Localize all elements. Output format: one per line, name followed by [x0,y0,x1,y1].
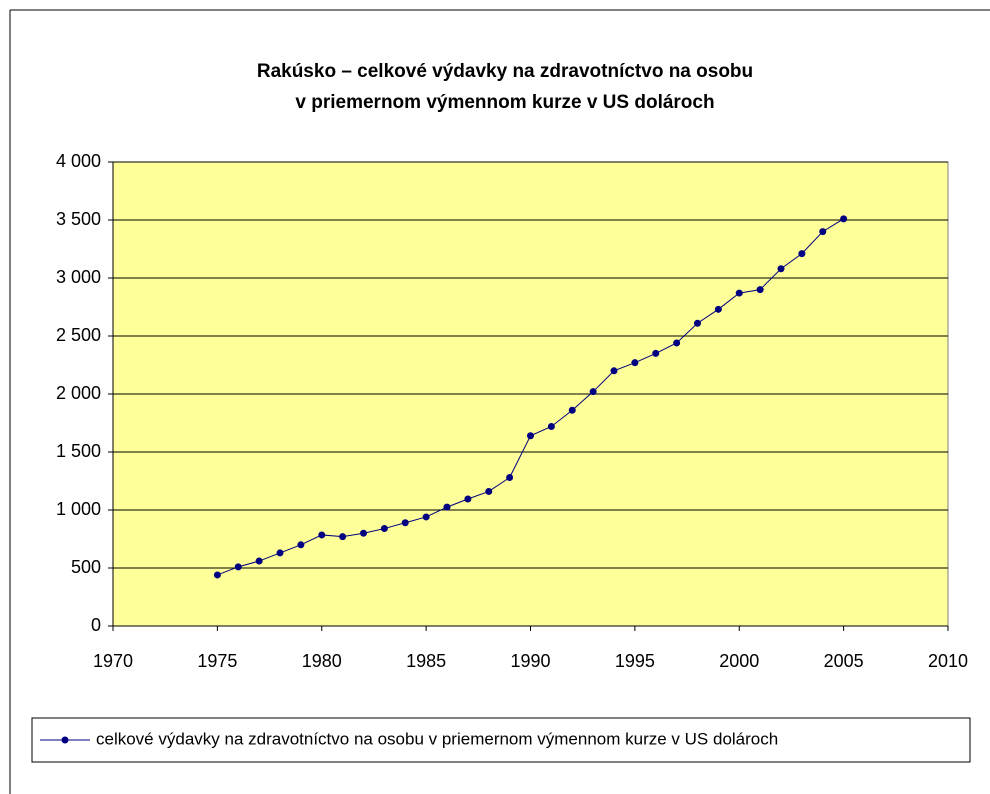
legend-label: celkové výdavky na zdravotníctvo na osob… [96,729,778,748]
y-tick-label: 2 000 [56,383,101,403]
y-tick-label: 4 000 [56,151,101,171]
series-marker [443,503,451,511]
series-marker [547,422,555,430]
series-marker [527,432,534,440]
series-marker [360,529,367,537]
y-tick-label: 1 500 [56,441,101,461]
legend-box [31,717,971,763]
x-tick-label: 1985 [406,651,446,671]
series-marker [422,513,430,521]
y-tick-label: 3 500 [56,209,101,229]
x-tick-label: 2010 [928,651,968,671]
chart-title: v priemernom výmennom kurze v US dolároc… [295,92,714,113]
y-tick-label: 2 500 [56,325,101,345]
series-marker [840,215,848,223]
series-marker [631,359,639,367]
legend-marker [61,736,69,744]
series-marker [318,531,326,539]
series-marker [714,305,722,313]
x-tick-label: 2005 [824,651,864,671]
series-marker [798,250,806,258]
y-tick-label: 0 [91,615,101,635]
series-marker [276,549,284,557]
x-tick-label: 1990 [510,651,550,671]
series-marker [506,474,514,482]
series-marker [589,388,597,396]
y-tick-label: 500 [71,557,101,577]
y-tick-label: 1 000 [56,499,101,519]
series-marker [673,339,681,347]
series-marker [255,557,263,565]
series-marker [380,525,388,533]
x-tick-label: 1980 [302,651,342,671]
x-tick-label: 2000 [719,651,759,671]
x-tick-label: 1995 [615,651,655,671]
series-marker [568,406,576,414]
series-marker [735,289,743,297]
series-marker [401,519,409,527]
x-tick-label: 1970 [93,651,133,671]
series-marker [485,487,493,495]
series-marker [694,319,701,327]
y-tick-label: 3 000 [56,267,101,287]
series-marker [652,349,660,357]
x-tick-label: 1975 [197,651,237,671]
series-marker [819,228,827,236]
series-marker [297,541,305,549]
series-marker [339,533,347,541]
series-marker [777,265,785,273]
series-marker [213,571,221,579]
series-marker [756,286,764,294]
series-marker [234,563,242,571]
series-marker [464,495,472,503]
series-marker [610,367,618,375]
chart-title: Rakúsko – celkové výdavky na zdravotníct… [257,61,753,82]
